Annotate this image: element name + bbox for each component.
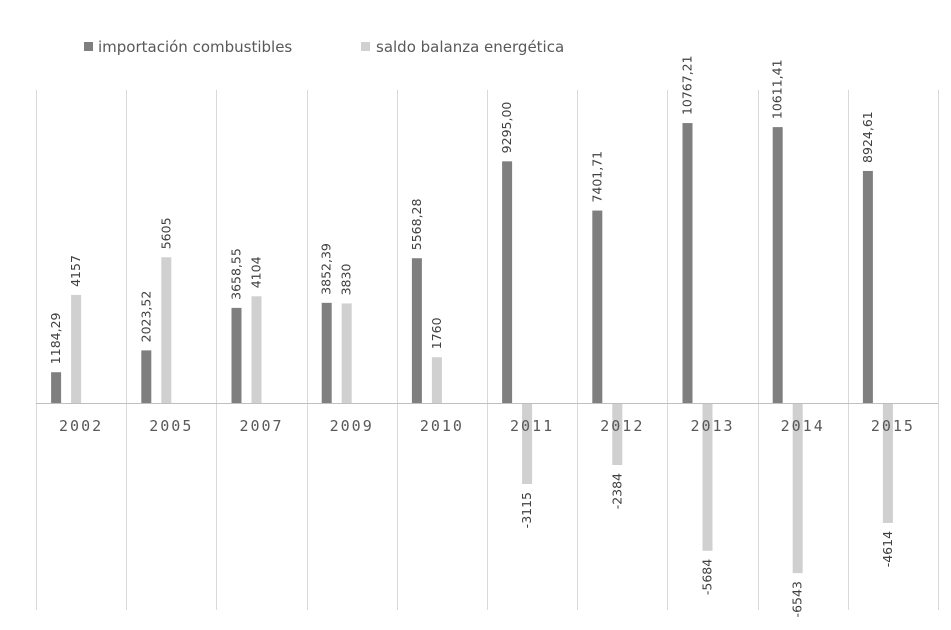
legend-label-importacion: importación combustibles xyxy=(98,38,292,56)
x-tick-label-2002: 2002 xyxy=(59,417,103,435)
bar-saldo-2007 xyxy=(251,296,262,403)
data-label-importacion-2011: 9295,00 xyxy=(499,102,514,154)
data-label-saldo-2013: -5684 xyxy=(700,559,715,595)
x-tick-label-2013: 2013 xyxy=(690,417,734,435)
bar-importacion-2011 xyxy=(502,161,513,403)
data-label-importacion-2005: 2023,52 xyxy=(138,291,153,343)
legend-swatch-importacion xyxy=(84,42,93,51)
bar-saldo-2014 xyxy=(792,403,803,574)
data-label-saldo-2011: -3115 xyxy=(519,492,534,528)
x-tick-label-2011: 2011 xyxy=(510,417,554,435)
data-label-importacion-2010: 5568,28 xyxy=(409,198,424,250)
data-label-saldo-2015: -4614 xyxy=(880,531,895,567)
bar-saldo-2015 xyxy=(882,403,893,523)
bar-importacion-2007 xyxy=(231,307,242,403)
x-tick-label-2015: 2015 xyxy=(871,417,915,435)
x-tick-labels: 2002 2005 2007 2009 2010 2011 2012 2013 2014 2015 xyxy=(59,417,915,435)
bar-importacion-2002 xyxy=(51,372,62,403)
data-label-importacion-2013: 10767,21 xyxy=(680,55,695,115)
legend-swatch-saldo xyxy=(361,42,370,51)
bar-saldo-2009 xyxy=(341,303,352,403)
data-label-importacion-2002: 1184,29 xyxy=(48,312,63,364)
data-label-saldo-2002: 4157 xyxy=(68,255,83,287)
data-label-importacion-2007: 3658,55 xyxy=(229,248,244,300)
x-tick-label-2007: 2007 xyxy=(239,417,283,435)
x-tick-label-2010: 2010 xyxy=(420,417,464,435)
data-label-saldo-2009: 3830 xyxy=(339,264,354,296)
legend-label-saldo: saldo balanza energética xyxy=(376,38,564,56)
bar-saldo-2010 xyxy=(431,357,442,403)
data-label-saldo-2007: 4104 xyxy=(249,256,264,288)
data-label-saldo-2014: -6543 xyxy=(790,581,805,617)
data-label-saldo-2012: -2384 xyxy=(609,473,624,509)
bar-saldo-2011 xyxy=(522,403,533,484)
x-tick-label-2014: 2014 xyxy=(781,417,825,435)
bar-importacion-2012 xyxy=(592,210,603,403)
bar-importacion-2009 xyxy=(321,302,332,403)
category-gridlines xyxy=(36,90,939,610)
data-label-importacion-2014: 10611,41 xyxy=(770,59,785,119)
x-tick-label-2012: 2012 xyxy=(600,417,644,435)
x-tick-label-2009: 2009 xyxy=(330,417,374,435)
bars xyxy=(51,123,893,574)
data-label-importacion-2009: 3852,39 xyxy=(319,243,334,295)
bar-importacion-2015 xyxy=(862,170,873,403)
bar-importacion-2010 xyxy=(411,258,422,403)
bar-importacion-2013 xyxy=(682,123,693,403)
data-labels: 1184,29 4157 2023,52 5605 3658,55 4104 3852,39… xyxy=(48,55,895,617)
data-label-saldo-2005: 5605 xyxy=(158,217,173,249)
bar-saldo-2013 xyxy=(702,403,713,551)
data-label-importacion-2012: 7401,71 xyxy=(589,151,604,203)
bar-saldo-2005 xyxy=(161,257,172,403)
data-label-importacion-2015: 8924,61 xyxy=(860,111,875,163)
bar-saldo-2002 xyxy=(71,294,82,403)
legend: importación combustibles saldo balanza e… xyxy=(84,38,564,56)
bar-importacion-2005 xyxy=(141,350,152,403)
data-label-saldo-2010: 1760 xyxy=(429,317,444,349)
bar-importacion-2014 xyxy=(772,127,783,404)
x-tick-label-2005: 2005 xyxy=(149,417,193,435)
bar-saldo-2012 xyxy=(612,403,623,465)
